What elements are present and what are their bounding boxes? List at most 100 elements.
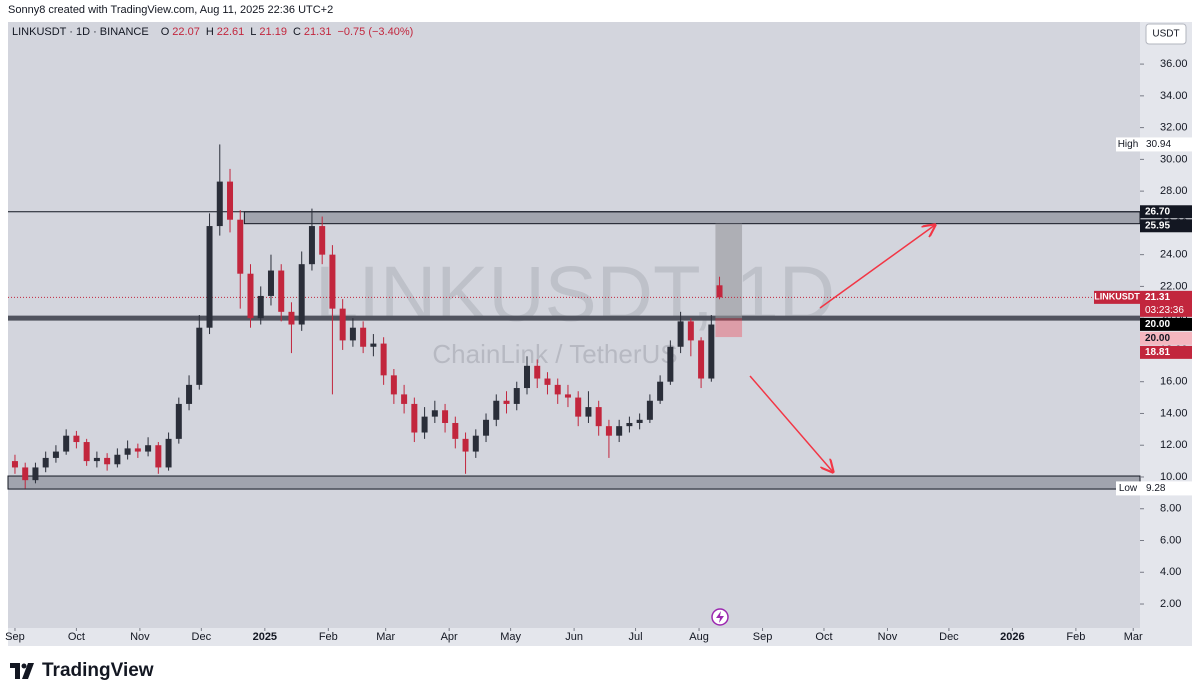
candle-body: [626, 422, 633, 427]
price-badge: [1140, 205, 1192, 219]
x-tick-label: 2025: [253, 631, 277, 643]
price-badge-label: 20.00: [1145, 319, 1170, 330]
y-tick-label: 2.00: [1160, 598, 1181, 610]
candle-body: [32, 467, 39, 481]
y-tick-label: 10.00: [1160, 471, 1188, 483]
y-tick-label: 4.00: [1160, 566, 1181, 578]
marker-tag: [1116, 137, 1140, 152]
candle-body: [523, 365, 530, 389]
candle-body: [298, 264, 305, 325]
down-arrow: [749, 375, 833, 472]
candle-body: [186, 384, 193, 404]
x-tick-label: Apr: [441, 631, 458, 643]
x-tick-label: Feb: [319, 631, 338, 643]
x-tick-label: Dec: [939, 631, 959, 643]
marker-badge: [1140, 137, 1192, 152]
candle-body: [616, 426, 623, 436]
candle-body: [493, 400, 500, 420]
candle-body: [278, 270, 285, 312]
y-tick-label: 12.00: [1160, 439, 1188, 451]
y-tick-label: 28.00: [1160, 185, 1188, 197]
candle-body: [716, 285, 723, 298]
x-tick-label: Oct: [815, 631, 832, 643]
candle-body: [267, 270, 274, 296]
price-badge-label: 25.95: [1145, 220, 1170, 231]
candle-body: [288, 311, 295, 325]
y-tick-label: 36.00: [1160, 58, 1188, 70]
price-badge: [1140, 317, 1192, 331]
legend-open: 22.07: [172, 26, 200, 38]
candle-body: [73, 435, 80, 443]
candle-body: [554, 384, 561, 395]
y-tick-label: 34.00: [1160, 90, 1188, 102]
candle-body: [93, 457, 100, 462]
candle-body: [503, 400, 510, 404]
price-badge-label: 20.00: [1145, 333, 1170, 344]
plot-background: [8, 22, 1140, 628]
candle-body: [411, 403, 418, 433]
marker-name: Low: [1119, 483, 1138, 494]
candle-body: [636, 419, 643, 423]
marker-name: High: [1118, 139, 1139, 150]
candle-body: [42, 457, 49, 468]
footer: TradingView: [10, 660, 154, 682]
candle-body: [657, 381, 664, 401]
candle-body: [11, 461, 18, 468]
x-tick-label: Sep: [5, 631, 25, 643]
legend-key: C: [292, 26, 301, 38]
y-tick-label: 8.00: [1160, 503, 1181, 515]
candle-body: [83, 442, 90, 462]
event-icon-bolt: [716, 611, 724, 623]
time-axis: [8, 628, 1192, 646]
candle-body: [380, 343, 387, 376]
watermark-sub: ChainLink / TetherUS: [432, 339, 677, 369]
price-badge: [1140, 345, 1192, 359]
marker-tag: [1116, 481, 1140, 496]
price-badge: [1140, 290, 1192, 317]
x-tick-label: Sep: [753, 631, 773, 643]
y-tick-label: 24.00: [1160, 249, 1188, 261]
candle-body: [534, 365, 541, 379]
drawing-layer: [711, 225, 935, 626]
x-tick-label: Aug: [689, 631, 709, 643]
up-arrow: [819, 225, 935, 309]
candle-body: [175, 403, 182, 439]
candle-body: [360, 327, 367, 347]
currency: USDT: [1152, 29, 1179, 40]
legend-high: 22.61: [216, 26, 245, 38]
watermark: LINKUSDT, 1D: [315, 250, 835, 338]
price-badge-label: 21.31: [1145, 292, 1170, 303]
x-tick-label: Mar: [1124, 631, 1143, 643]
zone: [7, 475, 1141, 490]
price-badge-label: 18.81: [1145, 347, 1170, 358]
candle-body: [687, 321, 694, 341]
symbol-badge: [1094, 290, 1140, 304]
y-tick-label: 22.00: [1160, 280, 1188, 292]
position-target: [715, 223, 743, 319]
legend-key: L: [250, 26, 257, 38]
candle-body: [667, 346, 674, 382]
credit: Sonny8 created with TradingView.com, Aug…: [8, 4, 334, 16]
candle-body: [452, 422, 459, 439]
x-tick-label: Nov: [878, 631, 898, 643]
candle-body: [544, 378, 551, 385]
marker-value: 9.28: [1146, 483, 1166, 494]
y-tick-label: 14.00: [1160, 407, 1188, 419]
price-badge-label: 26.70: [1145, 206, 1170, 217]
candle-body: [104, 457, 111, 465]
logo-icon: [10, 663, 34, 679]
candle-body: [63, 435, 70, 452]
candle-body: [401, 394, 408, 404]
y-tick-label: 30.00: [1160, 153, 1188, 165]
zone: [243, 211, 1141, 225]
marker-badge: [1140, 481, 1192, 496]
x-tick-label: Jun: [565, 631, 583, 643]
x-tick-label: Nov: [130, 631, 150, 643]
candle-body: [370, 343, 377, 347]
candle-body: [698, 340, 705, 379]
candle-body: [124, 448, 131, 455]
candle-body: [339, 308, 346, 341]
legend-key: H: [205, 26, 214, 38]
candle-body: [257, 295, 264, 319]
